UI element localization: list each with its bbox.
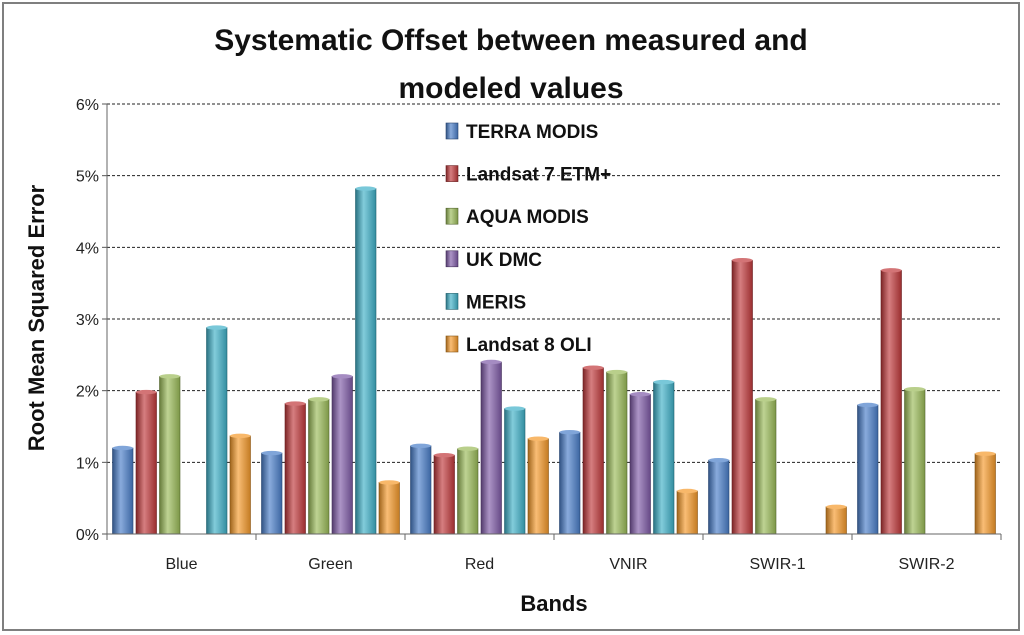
y-tick-label: 5%	[76, 169, 99, 186]
y-tick-label: 6%	[76, 97, 99, 114]
bar-blue-landsat-8-oli	[229, 435, 251, 535]
bar-top	[434, 452, 455, 458]
legend-label: MERIS	[466, 292, 526, 313]
x-tick-label: Blue	[165, 556, 197, 573]
x-tick-label: Red	[465, 556, 494, 573]
bars	[112, 186, 996, 535]
bar-top	[410, 443, 431, 449]
bar-blue-meris	[206, 327, 228, 535]
bar-top	[136, 389, 157, 395]
legend-swatch	[445, 335, 459, 353]
bar-top	[355, 186, 376, 191]
legend-label: AQUA MODIS	[466, 207, 589, 228]
bar-swir-2-landsat-8-oli	[974, 453, 996, 535]
bar-vnir-uk-dmc	[629, 393, 651, 535]
bar-top	[379, 480, 400, 485]
x-tick-label: SWIR-2	[899, 556, 955, 573]
bar-red-terra-modis	[410, 445, 432, 535]
bar-top	[975, 451, 996, 456]
bar-top	[653, 379, 674, 385]
bar-swir-2-terra-modis	[857, 404, 879, 535]
legend-label: Landsat 7 ETM+	[466, 165, 611, 186]
legend: TERRA MODIS Landsat 7 ETM+ AQUA MODIS UK DM…	[445, 122, 611, 356]
bar-blue-terra-modis	[112, 447, 134, 535]
chart-title-line2: modeled values	[398, 72, 623, 105]
bar-red-aqua-modis	[457, 448, 479, 535]
legend-swatch	[445, 293, 459, 310]
legend-label: UK DMC	[466, 250, 542, 271]
y-tick-label: 1%	[76, 455, 99, 472]
bar-swir-1-aqua-modis	[755, 398, 777, 535]
bar-vnir-landsat-8-oli	[676, 490, 698, 535]
bar-top	[481, 359, 502, 365]
bar-top	[206, 325, 227, 330]
y-tick-label: 2%	[76, 384, 99, 401]
bar-vnir-terra-modis	[559, 431, 581, 535]
bar-swir-2-aqua-modis	[904, 388, 926, 535]
bar-top	[857, 402, 878, 408]
bar-top	[606, 369, 627, 375]
legend-label: Landsat 8 OLI	[466, 335, 592, 356]
y-tick-label: 0%	[76, 527, 99, 544]
bar-red-uk-dmc	[480, 361, 502, 535]
bar-red-landsat-8-oli	[527, 438, 549, 535]
chart-title-line1: Systematic Offset between measured and	[214, 24, 808, 57]
bar-top	[528, 436, 549, 441]
x-tick-label: SWIR-1	[750, 556, 806, 573]
gridlines	[107, 103, 1001, 463]
bar-top	[583, 365, 604, 370]
axes: 0% 1% 2% 3% 4% 5% 6% Blue Green Red VNIR SWIR-1 SWIR…	[76, 97, 1002, 573]
bar-top	[504, 406, 525, 411]
legend-swatch	[445, 207, 459, 225]
x-tick-label: VNIR	[609, 556, 647, 573]
bar-top	[826, 504, 847, 509]
bar-vnir-meris	[653, 381, 675, 535]
bar-top	[112, 445, 133, 451]
bar-top	[630, 392, 651, 397]
bar-swir-1-landsat-7-etm-	[731, 259, 753, 535]
y-tick-label: 4%	[76, 240, 99, 257]
bar-green-aqua-modis	[308, 398, 330, 535]
bar-top	[308, 397, 329, 402]
bar-red-meris	[504, 408, 526, 535]
bar-green-landsat-7-etm-	[284, 403, 306, 535]
bar-top	[755, 397, 776, 402]
bar-top	[159, 374, 180, 379]
bar-top	[261, 450, 282, 456]
bar-swir-1-landsat-8-oli	[825, 506, 847, 535]
bar-vnir-aqua-modis	[606, 371, 628, 535]
y-axis-label: Root Mean Squared Error	[24, 184, 49, 451]
x-tick-label: Green	[308, 556, 352, 573]
bar-blue-aqua-modis	[159, 376, 181, 535]
bar-top	[732, 258, 753, 263]
bar-swir-2-landsat-7-etm-	[880, 269, 902, 535]
bar-vnir-landsat-7-etm-	[582, 367, 604, 535]
x-axis-label: Bands	[520, 591, 587, 616]
bar-top	[230, 433, 251, 439]
legend-swatch	[445, 165, 459, 182]
bar-top	[904, 387, 925, 392]
bar-green-meris	[355, 188, 377, 535]
legend-swatch	[445, 122, 459, 140]
bar-top	[559, 430, 580, 435]
bar-red-landsat-7-etm-	[433, 454, 455, 535]
bar-top	[457, 446, 478, 451]
bar-top	[677, 488, 698, 494]
bar-top	[285, 401, 306, 406]
legend-swatch	[445, 250, 459, 268]
bar-green-terra-modis	[261, 452, 283, 535]
bar-top	[708, 457, 729, 463]
bar-green-uk-dmc	[331, 376, 353, 535]
y-tick-label: 3%	[76, 312, 99, 329]
bar-top	[332, 374, 353, 379]
bar-top	[881, 268, 902, 273]
bar-blue-landsat-7-etm-	[135, 391, 157, 535]
bar-swir-1-terra-modis	[708, 459, 730, 535]
legend-label: TERRA MODIS	[466, 122, 598, 143]
bar-green-landsat-8-oli	[378, 482, 400, 535]
